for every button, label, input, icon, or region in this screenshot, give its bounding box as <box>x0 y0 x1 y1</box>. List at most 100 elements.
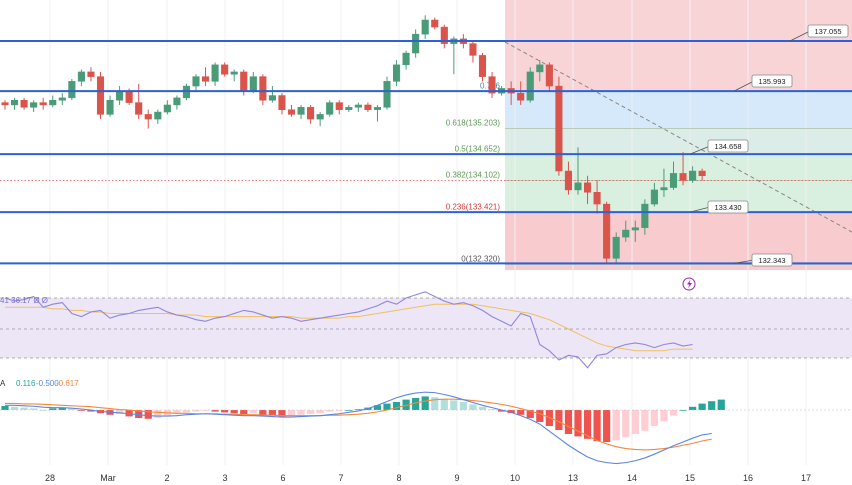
candle-body <box>364 104 372 110</box>
candle-body <box>402 52 410 66</box>
macd-histogram-bar <box>335 410 343 411</box>
macd-histogram-bar <box>373 405 382 410</box>
candle-body <box>574 182 582 191</box>
candle-body <box>278 95 286 110</box>
fib-label: 0.236(133.421) <box>446 203 501 212</box>
candle-body <box>440 26 448 44</box>
macd-histogram-bar <box>488 409 496 410</box>
level-label-leader <box>789 30 811 42</box>
candle-body <box>555 85 563 172</box>
macd-histogram-bar <box>421 396 429 410</box>
candle-body <box>641 203 649 228</box>
candle-body <box>698 170 706 177</box>
lightning-icon <box>687 279 692 289</box>
candle-body <box>345 107 353 110</box>
macd-histogram-bar <box>564 410 573 434</box>
candle-body <box>307 107 315 120</box>
candle-body <box>268 95 276 101</box>
macd-histogram-bar <box>297 410 305 415</box>
zone-red-lower <box>505 212 852 270</box>
candle-body <box>192 76 200 87</box>
macd-histogram-bar <box>431 397 439 410</box>
level-label-leader <box>733 259 755 264</box>
macd-histogram-bar <box>498 410 506 412</box>
candle-body <box>564 170 573 191</box>
candle-body <box>354 104 362 108</box>
macd-histogram-bar <box>631 410 639 434</box>
macd-histogram-bar <box>201 410 210 411</box>
candle-body <box>517 92 525 101</box>
candle-body <box>1 102 9 106</box>
candle-body <box>536 64 544 73</box>
macd-histogram-bar <box>689 406 697 410</box>
level-label-box <box>707 139 749 153</box>
candle-body <box>202 76 210 82</box>
candle-body <box>612 236 620 259</box>
macd-histogram-bar <box>622 410 630 438</box>
candle-body <box>326 102 334 115</box>
macd-histogram-bar <box>68 408 76 410</box>
macd-histogram-bar <box>230 410 238 414</box>
candle-body <box>287 109 296 115</box>
macd-histogram-bar <box>287 410 296 416</box>
x-tick-label: 9 <box>454 473 459 483</box>
macd-histogram-bar <box>450 400 458 410</box>
level-label: 135.993 <box>758 77 785 86</box>
macd-legend-value: 0.116 <box>16 379 36 388</box>
macd-signal-line <box>5 398 712 451</box>
candle-body <box>469 43 477 56</box>
macd-histogram-bar <box>593 410 601 442</box>
macd-histogram-bar <box>717 399 725 410</box>
rsi-ma-line <box>5 303 693 352</box>
macd-histogram-bar <box>345 410 353 411</box>
candle-body <box>173 97 181 106</box>
candle-body <box>163 104 171 113</box>
level-label-box <box>751 253 793 267</box>
level-label-box <box>807 24 849 38</box>
macd-histogram-bar <box>30 408 38 410</box>
level-label-box <box>751 74 793 88</box>
candle-body <box>154 111 162 120</box>
candle-body <box>373 107 381 110</box>
macd-histogram-bar <box>383 403 391 410</box>
candle-body <box>669 173 678 188</box>
level-label: 132.343 <box>758 256 785 265</box>
zone-green <box>505 154 852 213</box>
macd-histogram-bar <box>478 406 487 410</box>
candle-body <box>20 99 28 108</box>
macd-histogram-bar <box>58 407 66 410</box>
macd-histogram-bar <box>459 402 467 410</box>
macd-histogram-bar <box>259 410 267 415</box>
candle-body <box>249 76 257 92</box>
candle-body <box>11 99 19 106</box>
macd-histogram-bar <box>392 402 401 410</box>
macd-histogram-bar <box>612 410 620 441</box>
macd-histogram-bar <box>650 410 658 426</box>
macd-histogram-bar <box>641 410 649 431</box>
macd-histogram-bar <box>469 404 477 410</box>
macd-histogram-bar <box>20 407 28 410</box>
level-label-leader <box>733 80 755 92</box>
macd-histogram-bar <box>211 410 219 412</box>
macd-histogram-bar <box>507 410 515 414</box>
x-tick-label: 14 <box>627 473 637 483</box>
candle-body <box>316 114 324 120</box>
candle-body <box>30 102 38 108</box>
x-tick-label: 8 <box>396 473 401 483</box>
macd-histogram-bar <box>603 410 611 442</box>
macd-histogram-bar <box>182 410 191 413</box>
macd-legend-prefix: A <box>0 379 6 388</box>
candle-body <box>106 99 114 115</box>
candle-body <box>584 182 592 193</box>
candle-body <box>383 81 391 108</box>
macd-histogram-bar <box>77 410 85 411</box>
macd-line <box>5 391 712 465</box>
macd-legend-value: -0.617 <box>56 379 79 388</box>
rsi-legend: 41 36.17 Ø Ø <box>0 296 48 305</box>
macd-histogram-bar <box>278 410 286 417</box>
rsi-band <box>0 298 852 358</box>
macd-histogram-bar <box>221 410 229 413</box>
candle-body <box>593 192 601 205</box>
candle-body <box>478 55 487 77</box>
